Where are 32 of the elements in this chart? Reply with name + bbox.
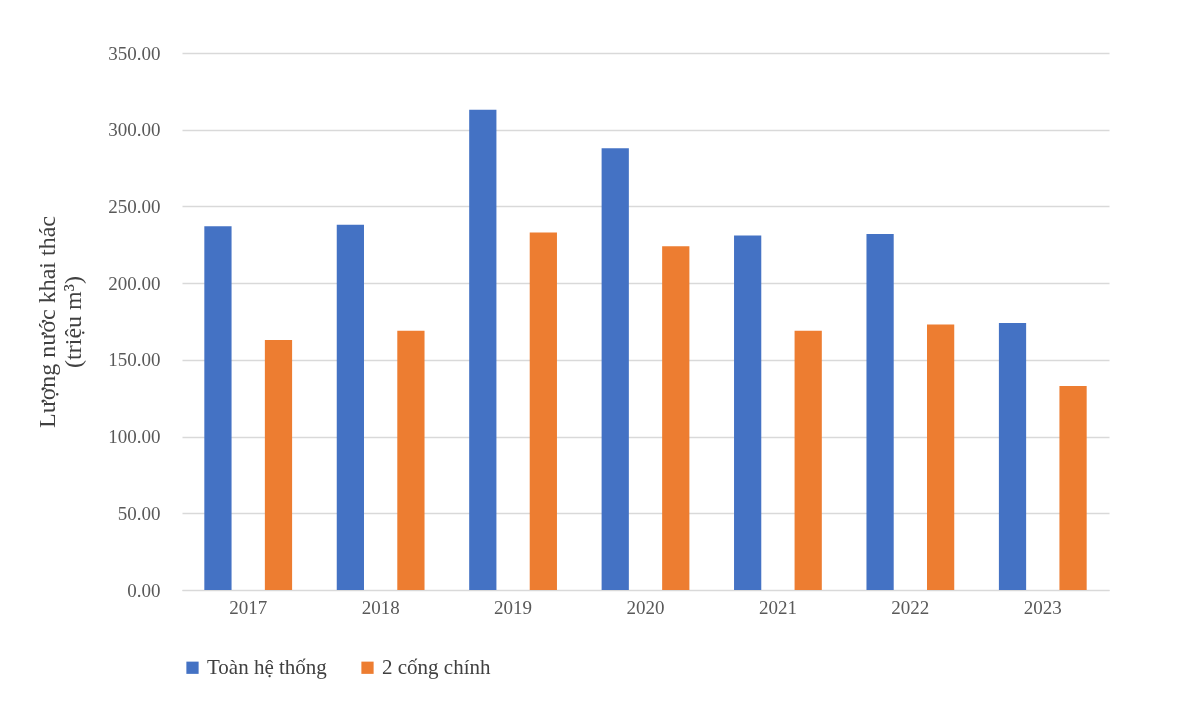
x-tick-label: 2022 [891,596,930,618]
y-tick-label: 0.00 [127,579,161,601]
bar [998,323,1027,590]
bar [529,232,557,590]
bar [336,224,364,590]
y-axis-title: Lượng nước khai thác (triệu m³) [34,215,87,429]
y-tick-label: 100.00 [108,426,161,448]
y-tick-label: 350.00 [108,42,161,64]
bar [662,246,690,590]
x-tick-label: 2023 [1023,596,1062,618]
y-tick-label: 250.00 [108,195,161,217]
x-tick-label: 2017 [229,596,268,618]
bar [397,330,425,590]
y-tick-label: 200.00 [108,272,161,294]
legend-label: 2 cống chính [382,654,491,679]
x-tick-label: 2021 [758,596,797,618]
x-tick-label: 2019 [494,596,533,618]
bar [927,324,955,590]
y-tick-label: 300.00 [108,119,161,141]
bar [866,234,894,590]
bar [264,339,293,590]
x-tick-label: 2018 [361,596,400,618]
bar [734,235,762,590]
bar [204,226,232,590]
bar [794,330,822,590]
bar [1059,385,1087,590]
bar [601,148,629,590]
y-tick-label: 150.00 [108,349,161,371]
bar [469,109,497,590]
legend-label: Toàn hệ thống [207,654,328,679]
x-tick-label: 2020 [626,596,665,618]
y-tick-label: 50.00 [117,502,161,524]
